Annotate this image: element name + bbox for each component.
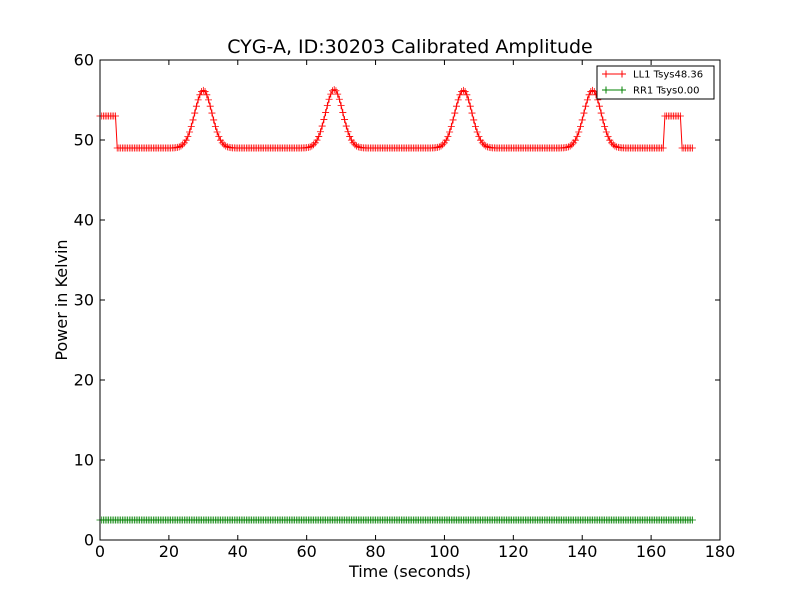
legend-label-ll1: LL1 Tsys48.36 bbox=[633, 70, 703, 81]
y-tick-label: 0 bbox=[84, 531, 94, 550]
legend-box bbox=[596, 65, 715, 100]
x-tick-label: 100 bbox=[429, 542, 460, 561]
x-tick-label: 160 bbox=[636, 542, 667, 561]
x-tick-label: 20 bbox=[159, 542, 179, 561]
x-tick-label: 120 bbox=[498, 542, 529, 561]
series-markers bbox=[96, 516, 696, 524]
y-tick-label: 30 bbox=[74, 291, 94, 310]
legend-marker-rr1 bbox=[602, 86, 626, 94]
series-0 bbox=[96, 86, 696, 152]
legend-entry-rr1: RR1 Tsys0.00 bbox=[602, 86, 700, 97]
x-tick-label: 80 bbox=[365, 542, 385, 561]
chart-title: CYG-A, ID:30203 Calibrated Amplitude bbox=[227, 36, 592, 58]
series-1 bbox=[96, 516, 696, 524]
legend-label-rr1: RR1 Tsys0.00 bbox=[633, 86, 700, 97]
x-tick-label: 0 bbox=[95, 542, 105, 561]
y-axis-label: Power in Kelvin bbox=[52, 239, 71, 360]
plot-frame bbox=[99, 59, 721, 541]
x-tick-label: 140 bbox=[567, 542, 598, 561]
y-tick-label: 10 bbox=[74, 451, 94, 470]
legend-entry-ll1: LL1 Tsys48.36 bbox=[602, 70, 703, 81]
y-tick-label: 20 bbox=[74, 371, 94, 390]
x-tick-label: 180 bbox=[705, 542, 736, 561]
y-tick-label: 40 bbox=[74, 211, 94, 230]
tick-layer: 0 20 40 60 80 100 120 140 160 180 0 10 20 30 40 50 60 bbox=[74, 51, 736, 562]
x-axis-label: Time (seconds) bbox=[348, 562, 471, 581]
y-tick-label: 50 bbox=[74, 131, 94, 150]
y-tick-label: 60 bbox=[74, 51, 94, 70]
legend: LL1 Tsys48.36 RR1 Tsys0.00 bbox=[596, 65, 715, 100]
plot-area bbox=[100, 60, 720, 540]
x-tick-label: 60 bbox=[296, 542, 316, 561]
legend-marker-ll1 bbox=[602, 70, 626, 78]
x-tick-label: 40 bbox=[228, 542, 248, 561]
